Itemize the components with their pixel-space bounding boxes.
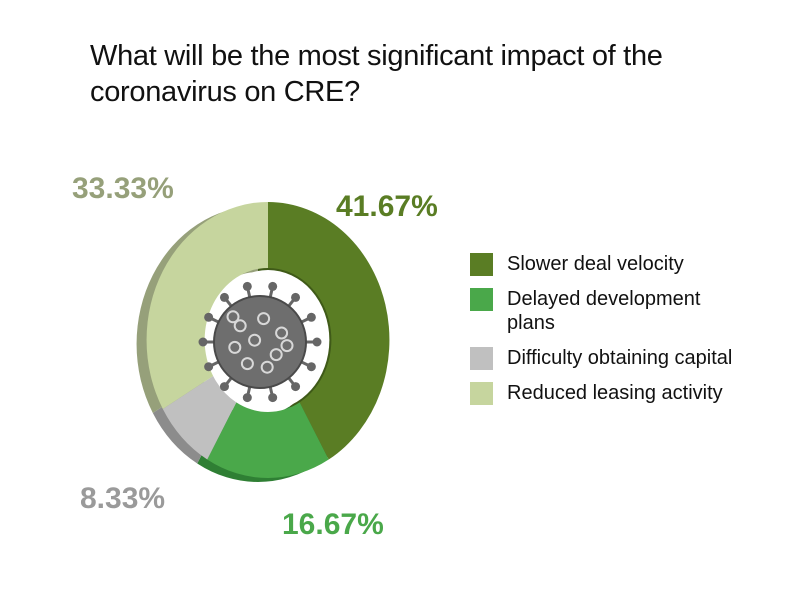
legend-label: Difficulty obtaining capital (507, 347, 733, 369)
slice-difficulty-obtaining-capital (162, 375, 237, 460)
data-label-slower-deal-velocity: 41.67% (336, 190, 438, 223)
legend-item-reduced-leasing-activity: Reduced leasing activity (470, 381, 780, 405)
legend-label: Reduced leasing activity (507, 382, 723, 404)
legend-label: Slower deal velocity (507, 253, 684, 275)
legend-swatch (470, 288, 493, 311)
slice-reduced-leasing-activity (146, 202, 268, 409)
data-label-reduced-leasing-activity: 33.33% (72, 172, 174, 205)
legend-item-difficulty-obtaining-capital: Difficulty obtaining capital (470, 346, 780, 370)
legend-item-slower-deal-velocity: Slower deal velocity (470, 252, 780, 276)
data-label-difficulty-obtaining-capital: 8.33% (80, 482, 165, 515)
slice-slower-deal-velocity (268, 202, 390, 460)
coronavirus-icon (198, 281, 322, 403)
slice-delayed-development-plans (207, 402, 329, 478)
data-label-delayed-development-plans: 16.67% (282, 508, 384, 541)
legend-swatch (470, 347, 493, 370)
legend-item-delayed-development-plans: Delayed development plans (470, 287, 780, 335)
legend: Slower deal velocity Delayed development … (470, 252, 780, 416)
legend-swatch (470, 253, 493, 276)
legend-label: Delayed development plans (507, 288, 701, 334)
chart-title: What will be the most significant impact… (90, 40, 663, 108)
legend-swatch (470, 382, 493, 405)
